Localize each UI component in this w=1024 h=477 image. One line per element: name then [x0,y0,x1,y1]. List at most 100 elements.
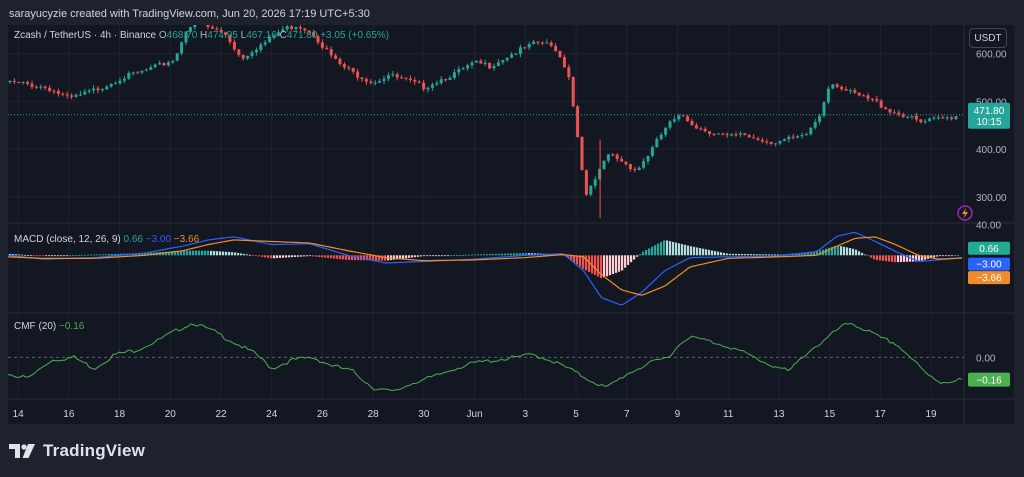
candle-body [796,136,800,138]
macd-histogram-bar [111,253,114,256]
chart-svg[interactable]: 600.00500.00400.00300.001416182022242628… [8,25,1014,424]
symbol-legend[interactable]: Zcash / TetherUS · 4h · Binance O468.70 … [14,30,389,41]
candle-body [118,80,122,84]
currency-button[interactable]: USDT [969,28,1007,48]
last-price-tag [968,102,1010,129]
candle-body [681,115,685,117]
macd-histogram-bar [183,250,186,256]
candle-body [298,27,302,29]
macd-histogram-bar [96,254,99,256]
macd-histogram-bar [117,253,120,256]
macd-histogram-bar [303,255,306,257]
cmf-legend[interactable]: CMF (20) −0.16 [14,321,84,332]
macd-histogram-bar [63,255,66,257]
chart-area[interactable]: 600.00500.00400.00300.001416182022242628… [8,25,1014,424]
candle-body [730,134,734,136]
macd-histogram-bar [906,255,909,262]
tradingview-logo[interactable]: TradingView [9,441,145,461]
candle-body [800,135,804,137]
x-tick-label: 13 [773,409,785,420]
x-tick-label: 26 [317,409,329,420]
macd-histogram-bar [24,254,27,256]
candle-body [945,117,949,119]
macd-legend[interactable]: MACD (close, 12, 26, 9) 0.66 −3.00 −3.66 [14,234,199,245]
macd-histogram-bar [297,255,300,257]
macd-histogram-bar [186,250,189,256]
macd-histogram-bar [813,251,816,256]
x-tick-label: 11 [723,409,734,420]
macd-histogram-bar [261,255,264,257]
candle-body [347,67,351,69]
macd-histogram-bar [894,255,897,263]
candle-body [844,88,848,91]
macd-histogram-bar [291,255,294,258]
macd-histogram-bar [405,255,408,259]
macd-histogram-bar [309,255,312,257]
candle-body [78,94,82,96]
macd-histogram-bar [396,255,399,260]
macd-histogram-bar [714,251,717,256]
candle-body [668,121,672,128]
candle-body [716,133,720,135]
macd-histogram-bar [693,246,696,256]
x-tick-label: 19 [925,409,937,420]
macd-histogram-bar [243,253,246,256]
macd-histogram-bar [273,255,276,259]
macd-histogram-bar [48,255,51,257]
candle-body [936,117,940,119]
candle-body [738,133,742,135]
candle-body [448,77,452,80]
macd-histogram-bar [621,255,624,271]
candle-body [822,102,826,116]
lightning-icon[interactable] [957,205,973,221]
candle-body [932,117,936,119]
macd-histogram-bar [948,255,951,257]
price-pane [8,25,964,219]
macd-histogram-bar [600,255,603,279]
candle-body [853,90,857,93]
candle-body [765,141,769,143]
candle-body [642,161,646,168]
macd-histogram-bar [66,255,69,257]
macd-histogram-bar [420,255,423,257]
candle-body [92,88,96,91]
candle-body [782,139,786,141]
macd-histogram-bar [690,246,693,256]
candle-body [906,116,910,118]
candle-body [518,47,522,54]
symbol-name: Zcash / TetherUS · 4h · Binance [14,30,157,41]
y-tick-label: 300.00 [976,193,1007,204]
candle-body [892,112,896,114]
macd-histogram-bar [27,255,30,256]
candle-body [558,51,562,58]
candle-body [545,42,549,44]
macd-histogram-bar [315,255,318,257]
macd-histogram-bar [408,255,411,258]
macd-histogram-bar [831,246,834,256]
macd-histogram-bar [465,254,468,256]
candle-body [404,77,408,79]
macd-histogram-bar [915,255,918,262]
macd-histogram-bar [681,244,684,256]
candle-body [527,44,531,48]
macd-histogram-bar [204,250,207,256]
candle-body [351,68,355,72]
macd-histogram-bar [180,250,183,256]
candle-body [430,84,434,88]
candle-body [791,136,795,138]
candle-body [188,27,192,32]
candle-body [250,52,254,56]
candle-body [131,72,135,74]
macd-histogram-bar [372,255,375,261]
macd-histogram-bar [852,248,855,256]
macd-histogram-bar [429,255,432,257]
candle-body [127,73,131,79]
macd-histogram-bar [567,255,570,258]
macd-histogram-bar [885,255,888,262]
macd-histogram-bar [591,255,594,274]
macd-histogram-bar [930,255,933,259]
candle-body [364,79,368,82]
candle-body [312,32,316,37]
candle-body [567,67,571,77]
cmf-label: CMF (20) [14,321,57,332]
